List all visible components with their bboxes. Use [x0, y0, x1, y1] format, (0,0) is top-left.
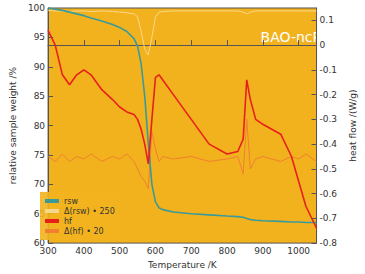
- svg-text:rsw: rsw: [64, 197, 78, 206]
- svg-text:0.1: 0.1: [320, 15, 334, 25]
- svg-text:Δ(rsw) • 250: Δ(rsw) • 250: [64, 207, 115, 216]
- svg-text:BAO-ncP: BAO-ncP: [261, 29, 321, 45]
- svg-text:-0.6: -0.6: [320, 189, 338, 199]
- svg-text:70: 70: [34, 179, 46, 189]
- svg-text:500: 500: [111, 246, 128, 256]
- svg-text:700: 700: [183, 246, 200, 256]
- svg-text:-0.3: -0.3: [320, 114, 338, 124]
- svg-text:heat flow /(W/g): heat flow /(W/g): [348, 89, 358, 161]
- svg-text:900: 900: [254, 246, 271, 256]
- svg-text:-0.5: -0.5: [320, 164, 338, 174]
- svg-text:600: 600: [147, 246, 164, 256]
- svg-text:85: 85: [34, 91, 45, 101]
- svg-text:relative sample weight /%: relative sample weight /%: [8, 67, 18, 185]
- svg-text:400: 400: [75, 246, 92, 256]
- svg-text:hf: hf: [64, 217, 72, 226]
- svg-text:-0.1: -0.1: [320, 65, 338, 75]
- svg-text:75: 75: [34, 150, 45, 160]
- svg-text:0: 0: [320, 40, 326, 50]
- svg-text:100: 100: [28, 3, 45, 13]
- svg-text:-0.7: -0.7: [320, 213, 338, 223]
- svg-text:60: 60: [33, 238, 46, 249]
- svg-text:800: 800: [218, 246, 235, 256]
- svg-text:-0.2: -0.2: [320, 90, 338, 100]
- svg-text:-0.4: -0.4: [320, 139, 338, 149]
- svg-text:80: 80: [34, 121, 46, 131]
- svg-text:Temperature /K: Temperature /K: [147, 260, 218, 270]
- svg-text:Δ(hf) • 20: Δ(hf) • 20: [64, 227, 104, 236]
- svg-text:95: 95: [34, 32, 45, 42]
- svg-text:-0.8: -0.8: [320, 238, 338, 248]
- svg-text:1000: 1000: [287, 246, 310, 256]
- svg-text:90: 90: [34, 62, 46, 72]
- svg-text:65: 65: [33, 208, 46, 219]
- svg-text:300: 300: [39, 246, 56, 256]
